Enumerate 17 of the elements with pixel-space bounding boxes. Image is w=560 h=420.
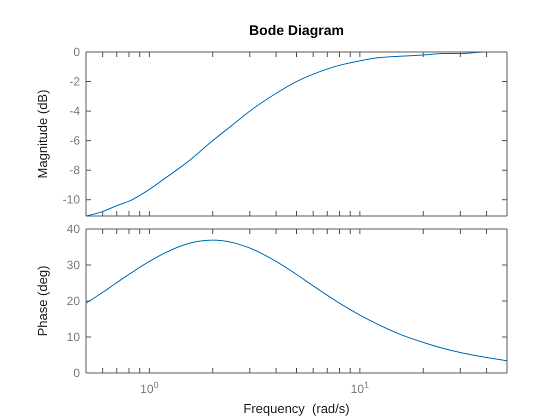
x-axis-title: Frequency (rad/s) bbox=[243, 401, 350, 416]
x-tick-label: 10$^{0}$ bbox=[140, 380, 159, 396]
y-tick-label: 0 bbox=[73, 366, 80, 380]
y-tick-label: 0 bbox=[73, 45, 80, 59]
y-tick-label: -6 bbox=[69, 134, 80, 148]
y-tick-label: -2 bbox=[69, 74, 80, 89]
y-tick-label: 10 bbox=[66, 330, 80, 344]
chart-title: Bode Diagram bbox=[248, 22, 345, 38]
y-tick-label: 20 bbox=[66, 294, 80, 308]
y-axis-title: Magnitude (dB) bbox=[35, 90, 50, 178]
y-axis-title: Phase (deg) bbox=[35, 266, 50, 336]
y-tick-label: 40 bbox=[66, 222, 80, 236]
y-tick-label: -10 bbox=[62, 192, 80, 207]
y-tick-label: -4 bbox=[69, 104, 80, 118]
x-tick-label: 10$^{1}$ bbox=[350, 380, 370, 396]
y-tick-label: 30 bbox=[66, 258, 80, 272]
y-tick-label: -8 bbox=[69, 163, 80, 178]
